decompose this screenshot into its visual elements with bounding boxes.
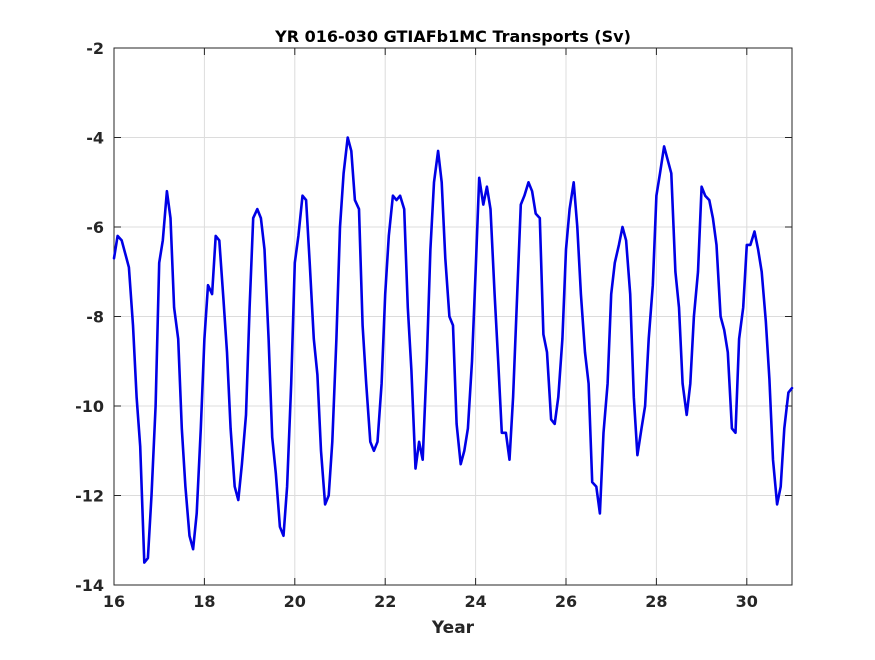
y-tick-label: -10	[75, 397, 104, 416]
tick-marks	[113, 47, 792, 586]
y-tick-label: -2	[86, 39, 104, 58]
x-tick-label: 24	[464, 592, 486, 611]
x-tick-labels: 16 18 20 22 24 26 28 30	[103, 592, 758, 611]
series-line-1	[112, 136, 794, 564]
x-axis-label: Year	[431, 618, 475, 638]
y-tick-label: -12	[75, 487, 104, 506]
y-tick-label: -4	[86, 129, 104, 148]
x-tick-label: 28	[645, 592, 667, 611]
y-tick-label: -6	[86, 218, 104, 237]
x-tick-label: 18	[193, 592, 215, 611]
chart-title: YR 016-030 GTIAFb1MC Transports (Sv)	[274, 27, 631, 46]
y-tick-label: -8	[86, 308, 104, 327]
x-tick-label: 20	[284, 592, 306, 611]
grid-lines	[113, 47, 792, 586]
series-group	[112, 136, 794, 564]
y-tick-label: -14	[75, 576, 104, 595]
x-tick-label: 26	[555, 592, 577, 611]
x-tick-label: 30	[736, 592, 758, 611]
x-tick-label: 22	[374, 592, 396, 611]
x-tick-label: 16	[103, 592, 125, 611]
y-tick-labels: -14 -12 -10 -8 -6 -4 -2	[75, 39, 104, 595]
